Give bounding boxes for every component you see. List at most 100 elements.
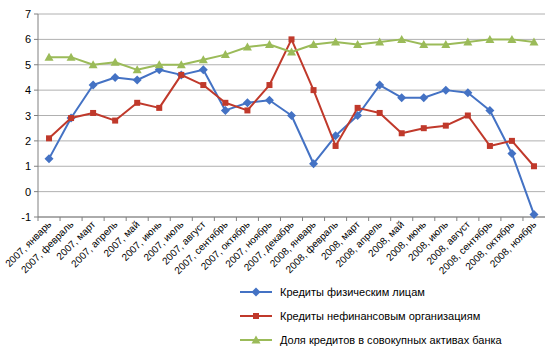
x-tick <box>346 217 347 221</box>
point <box>441 40 450 48</box>
grid-line <box>38 191 545 192</box>
y-tick <box>34 166 38 167</box>
point <box>111 58 120 66</box>
y-tick <box>34 191 38 192</box>
point <box>287 111 296 120</box>
x-tick <box>324 217 325 221</box>
point <box>309 40 318 48</box>
point <box>355 105 361 111</box>
x-tick <box>478 217 479 221</box>
point <box>311 87 317 93</box>
point <box>178 72 184 78</box>
y-tick <box>34 39 38 40</box>
point <box>89 60 98 68</box>
y-tick-label: 4 <box>25 84 31 96</box>
point <box>375 81 384 90</box>
point <box>200 82 206 88</box>
y-tick-label: 3 <box>25 110 31 122</box>
y-tick <box>34 217 38 218</box>
point <box>133 65 142 73</box>
legend-label: Кредиты физическим лицам <box>280 286 425 298</box>
x-tick <box>82 217 83 221</box>
point <box>507 35 516 43</box>
y-tick <box>34 115 38 116</box>
point <box>421 125 427 131</box>
point <box>133 75 142 84</box>
point <box>443 123 449 129</box>
point <box>487 143 493 149</box>
point <box>45 53 54 61</box>
x-tick <box>192 217 193 221</box>
point <box>377 110 383 116</box>
point <box>199 65 208 74</box>
point <box>419 93 428 102</box>
x-tick <box>280 217 281 221</box>
series-line <box>49 70 534 215</box>
x-tick <box>170 217 171 221</box>
x-axis <box>38 217 545 218</box>
point <box>485 35 494 43</box>
point <box>529 37 538 45</box>
x-tick <box>456 217 457 221</box>
point <box>134 100 140 106</box>
x-tick <box>368 217 369 221</box>
point <box>465 113 471 119</box>
point <box>419 40 428 48</box>
point <box>243 42 252 50</box>
y-tick-label: 7 <box>25 8 31 20</box>
point <box>90 110 96 116</box>
legend-label: Кредиты нефинансовым организациям <box>280 310 480 322</box>
point <box>287 48 296 56</box>
series-line <box>49 39 534 166</box>
point <box>289 36 295 42</box>
point <box>177 60 186 68</box>
y-tick <box>34 14 38 15</box>
point <box>244 107 250 113</box>
grid-line <box>38 166 545 167</box>
x-tick <box>522 217 523 221</box>
legend-marker <box>253 313 259 319</box>
x-tick <box>434 217 435 221</box>
y-tick-label: 6 <box>25 33 31 45</box>
y-tick <box>34 90 38 91</box>
grid-line <box>38 140 545 141</box>
point <box>221 106 230 115</box>
point <box>266 82 272 88</box>
x-tick <box>258 217 259 221</box>
point <box>331 37 340 45</box>
point <box>112 118 118 124</box>
x-tick-label: 2008, ноябрь <box>488 219 539 270</box>
x-tick <box>390 217 391 221</box>
y-tick-label: 5 <box>25 59 31 71</box>
x-tick <box>236 217 237 221</box>
point <box>507 149 516 158</box>
legend: Кредиты физическим лицам Кредиты нефинанс… <box>240 286 503 346</box>
y-tick <box>34 64 38 65</box>
point <box>463 37 472 45</box>
point <box>509 138 515 144</box>
x-tick <box>126 217 127 221</box>
y-tick <box>34 140 38 141</box>
x-tick <box>302 217 303 221</box>
series-line <box>49 39 534 69</box>
plot-area <box>45 35 539 219</box>
point <box>333 143 339 149</box>
x-tick <box>148 217 149 221</box>
grid-line <box>38 14 545 15</box>
point <box>529 210 538 219</box>
point <box>265 40 274 48</box>
point <box>111 73 120 82</box>
point <box>353 40 362 48</box>
x-tick <box>412 217 413 221</box>
point <box>441 86 450 95</box>
point <box>375 37 384 45</box>
grid-line <box>38 217 545 218</box>
point <box>156 105 162 111</box>
point <box>199 55 208 63</box>
chart: -1012345672007, январь2007, февраль2007,… <box>0 0 555 355</box>
point <box>89 81 98 90</box>
point <box>485 106 494 115</box>
point <box>265 96 274 105</box>
point <box>397 35 406 43</box>
y-tick-label: 1 <box>25 160 31 172</box>
